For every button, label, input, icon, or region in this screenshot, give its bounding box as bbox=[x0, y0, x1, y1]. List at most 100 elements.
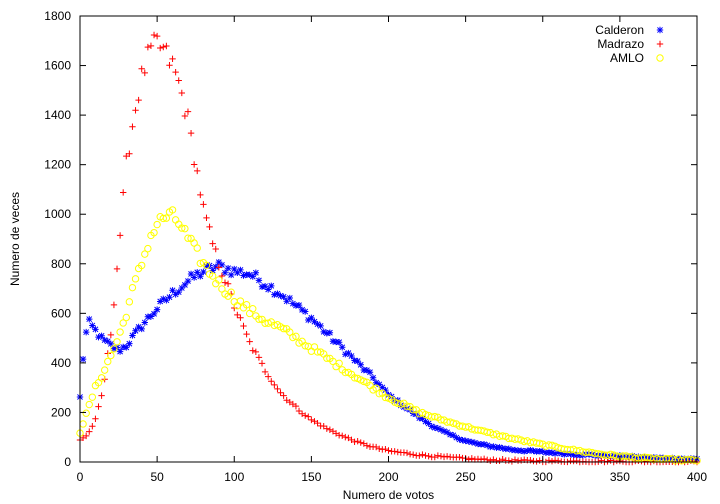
data-point bbox=[89, 322, 96, 329]
y-tick-label: 0 bbox=[64, 455, 71, 469]
data-point bbox=[157, 44, 164, 52]
data-point bbox=[289, 300, 297, 307]
data-point bbox=[533, 458, 540, 465]
data-point bbox=[314, 419, 321, 427]
data-point bbox=[190, 161, 198, 168]
data-point bbox=[215, 264, 223, 271]
data-point bbox=[490, 443, 497, 450]
data-point bbox=[184, 108, 192, 115]
data-point bbox=[348, 352, 355, 360]
data-point bbox=[524, 447, 531, 454]
data-point bbox=[107, 351, 115, 360]
data-point bbox=[153, 32, 161, 40]
y-tick-label: 1000 bbox=[44, 207, 71, 221]
data-point bbox=[450, 432, 457, 439]
data-point bbox=[234, 269, 241, 277]
data-point bbox=[141, 319, 148, 326]
data-point bbox=[194, 167, 201, 175]
series-madrazo bbox=[76, 31, 701, 466]
data-point bbox=[181, 224, 189, 233]
data-point bbox=[382, 445, 389, 453]
data-point bbox=[116, 232, 124, 239]
data-point bbox=[508, 458, 516, 465]
data-point bbox=[119, 319, 127, 327]
data-point bbox=[190, 274, 198, 281]
data-point bbox=[116, 328, 124, 336]
data-point bbox=[243, 330, 250, 338]
data-point bbox=[157, 298, 164, 305]
data-point bbox=[159, 214, 167, 223]
data-point bbox=[209, 267, 216, 274]
data-point bbox=[409, 451, 417, 458]
data-point bbox=[129, 123, 136, 130]
data-point bbox=[326, 426, 334, 433]
data-point bbox=[97, 374, 106, 382]
data-point bbox=[554, 449, 562, 456]
data-point bbox=[382, 386, 389, 394]
data-point bbox=[135, 323, 142, 331]
data-point bbox=[242, 301, 251, 309]
data-point bbox=[86, 315, 93, 323]
data-point bbox=[527, 446, 534, 454]
data-point bbox=[178, 284, 186, 292]
data-point bbox=[184, 277, 192, 285]
data-point bbox=[527, 457, 534, 464]
data-point bbox=[302, 308, 309, 315]
data-point bbox=[163, 297, 170, 304]
data-point bbox=[237, 266, 244, 274]
data-point bbox=[104, 357, 112, 366]
data-point bbox=[203, 214, 210, 222]
data-point bbox=[391, 448, 398, 455]
data-point bbox=[443, 429, 451, 436]
data-point bbox=[236, 297, 245, 305]
data-point bbox=[548, 458, 556, 465]
data-point bbox=[462, 437, 469, 445]
data-point bbox=[150, 31, 158, 39]
data-point bbox=[234, 311, 241, 319]
data-point bbox=[249, 273, 256, 280]
data-point bbox=[437, 452, 445, 460]
data-point bbox=[443, 453, 451, 460]
data-point bbox=[128, 283, 137, 292]
data-point bbox=[132, 107, 139, 114]
data-point bbox=[421, 410, 430, 419]
data-point bbox=[85, 400, 93, 409]
data-point bbox=[480, 455, 488, 463]
data-point bbox=[208, 272, 217, 280]
data-point bbox=[511, 446, 519, 454]
data-point bbox=[496, 444, 503, 451]
data-point bbox=[95, 333, 102, 341]
data-point bbox=[530, 447, 537, 455]
data-point bbox=[342, 351, 349, 358]
data-point bbox=[409, 410, 417, 417]
data-point bbox=[449, 419, 457, 427]
data-point bbox=[141, 69, 148, 77]
data-point bbox=[354, 438, 361, 445]
data-point bbox=[169, 287, 176, 294]
data-point bbox=[317, 322, 324, 330]
legend-marker bbox=[656, 54, 664, 62]
data-point bbox=[535, 439, 544, 448]
data-point bbox=[261, 283, 269, 290]
y-tick-label: 600 bbox=[51, 306, 71, 320]
x-axis-label: Numero de votos bbox=[343, 488, 434, 502]
data-point bbox=[246, 338, 253, 345]
y-axis-label: Numero de veces bbox=[8, 192, 22, 286]
data-point bbox=[107, 331, 115, 339]
data-point bbox=[345, 349, 352, 357]
data-point bbox=[505, 445, 513, 452]
data-point bbox=[187, 270, 195, 278]
data-point bbox=[126, 340, 133, 347]
data-point bbox=[252, 348, 260, 356]
data-point bbox=[354, 357, 361, 365]
data-point bbox=[548, 441, 556, 450]
data-point bbox=[434, 452, 442, 459]
data-point bbox=[249, 347, 256, 354]
data-point bbox=[126, 150, 133, 157]
data-point bbox=[308, 314, 315, 322]
data-point bbox=[440, 427, 448, 435]
data-point bbox=[82, 328, 90, 336]
data-point bbox=[122, 313, 130, 322]
data-point bbox=[86, 428, 93, 435]
data-point bbox=[271, 381, 278, 389]
